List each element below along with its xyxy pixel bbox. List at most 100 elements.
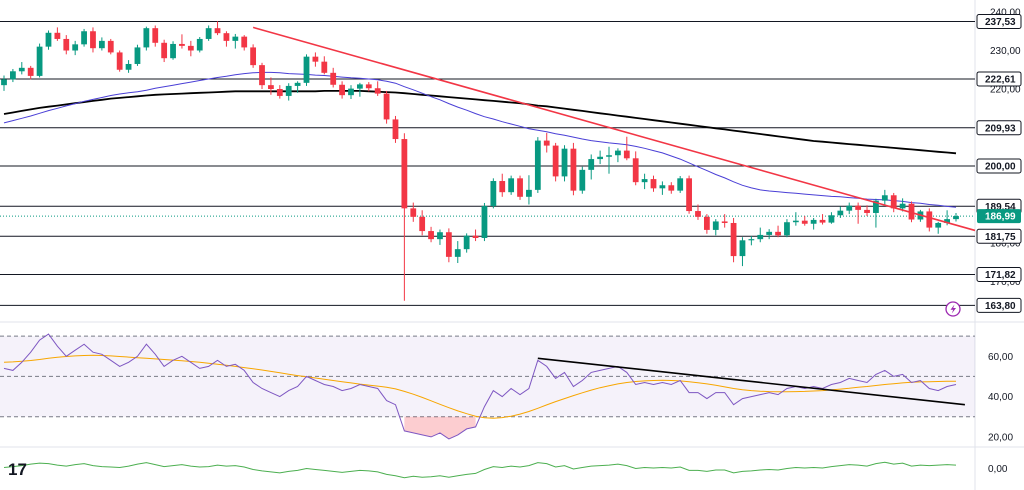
candle-body xyxy=(739,240,746,257)
candle-body xyxy=(250,47,257,66)
candle-body xyxy=(659,185,666,189)
candle xyxy=(712,219,719,236)
candle-body xyxy=(766,231,773,235)
candle-body xyxy=(268,85,274,89)
candle xyxy=(837,206,844,218)
candle xyxy=(348,85,354,100)
level-tag-box xyxy=(976,14,1022,30)
level-tag: 181,75 xyxy=(976,228,1022,244)
candle-body xyxy=(312,56,319,62)
candle xyxy=(116,50,123,72)
candle-body xyxy=(561,148,568,177)
candle-body xyxy=(10,71,16,80)
sma-200-line xyxy=(3,90,957,155)
candle-body xyxy=(285,85,292,96)
candle xyxy=(864,205,870,217)
rsi-oversold-fill xyxy=(404,416,476,439)
candle xyxy=(383,90,390,124)
candle xyxy=(81,28,87,47)
candle xyxy=(125,60,132,73)
candle xyxy=(161,39,168,63)
price-tick-label: 220,00 xyxy=(990,85,1021,96)
candle-body xyxy=(330,72,337,85)
candle-body xyxy=(223,33,230,41)
candle-body xyxy=(356,84,363,89)
level-tag-box xyxy=(976,71,1022,87)
candle xyxy=(721,214,728,228)
candle-body xyxy=(490,181,497,207)
level-tag: 209,93 xyxy=(976,120,1022,136)
level-tag-label: 171,82 xyxy=(985,270,1016,281)
candle xyxy=(445,228,452,263)
candle-body xyxy=(419,216,426,232)
level-tag: 222,61 xyxy=(976,71,1022,87)
candle xyxy=(748,236,755,246)
last-price-box xyxy=(977,209,1021,224)
candle xyxy=(98,37,105,51)
candle-body xyxy=(392,119,399,140)
candle xyxy=(757,227,764,243)
candle xyxy=(641,173,648,190)
rsi-tick-label: 40,00 xyxy=(988,392,1013,403)
candle-body xyxy=(899,203,906,209)
candle xyxy=(935,221,942,234)
candle-body xyxy=(454,249,461,257)
candle xyxy=(695,204,701,220)
candle xyxy=(259,62,265,89)
candle-body xyxy=(27,67,34,76)
candle-body xyxy=(170,43,176,59)
candle-body xyxy=(134,47,141,64)
candle xyxy=(410,202,417,222)
rsi-pane xyxy=(0,333,975,440)
candle xyxy=(365,82,372,92)
candle-body xyxy=(686,178,692,212)
candle xyxy=(953,212,959,222)
candle xyxy=(508,175,515,195)
candle-body xyxy=(828,215,835,223)
candle-body xyxy=(54,32,61,39)
candle-body xyxy=(428,231,434,240)
candle xyxy=(730,217,737,263)
level-tag-label: 200,00 xyxy=(985,162,1016,173)
candle-body xyxy=(579,169,586,191)
candle xyxy=(650,175,657,192)
candle xyxy=(499,173,506,197)
candle xyxy=(374,81,381,96)
candle xyxy=(668,182,675,194)
candle xyxy=(196,37,203,53)
candle xyxy=(579,166,586,194)
candle-body xyxy=(935,222,942,228)
candle xyxy=(63,35,70,55)
candle-body xyxy=(294,82,301,86)
candle xyxy=(232,33,239,49)
lightning-icon[interactable] xyxy=(945,301,961,317)
level-tag-label: 209,93 xyxy=(985,123,1016,134)
level-tag-label: 189,54 xyxy=(985,202,1016,213)
candle-body xyxy=(712,221,719,230)
rsi-tick-label: 60,00 xyxy=(988,352,1013,363)
candle-body xyxy=(36,46,43,76)
candle xyxy=(926,208,933,232)
candle-body xyxy=(606,155,612,157)
candle xyxy=(739,237,746,267)
level-tag-box xyxy=(976,120,1022,136)
level-tag: 163,80 xyxy=(976,297,1022,313)
price-trendline[interactable] xyxy=(252,26,976,232)
candle-body xyxy=(339,84,345,96)
candle-body xyxy=(445,232,452,257)
candle-body xyxy=(45,32,52,47)
price-tick-label: 230,00 xyxy=(990,46,1021,57)
price-axis: 240,00230,00220,00210,00180,00170,00237,… xyxy=(976,8,1022,313)
candle-body xyxy=(18,67,25,72)
candle xyxy=(526,175,532,205)
candle-body xyxy=(748,239,755,241)
candle-body xyxy=(615,150,621,156)
rsi-axis: 60,00 40,00 20,00 xyxy=(988,352,1013,444)
candle xyxy=(517,175,523,200)
candle-body xyxy=(152,28,159,43)
candle xyxy=(597,150,604,165)
candle-body xyxy=(303,56,310,83)
candle-body xyxy=(855,205,862,210)
candle xyxy=(543,132,550,153)
